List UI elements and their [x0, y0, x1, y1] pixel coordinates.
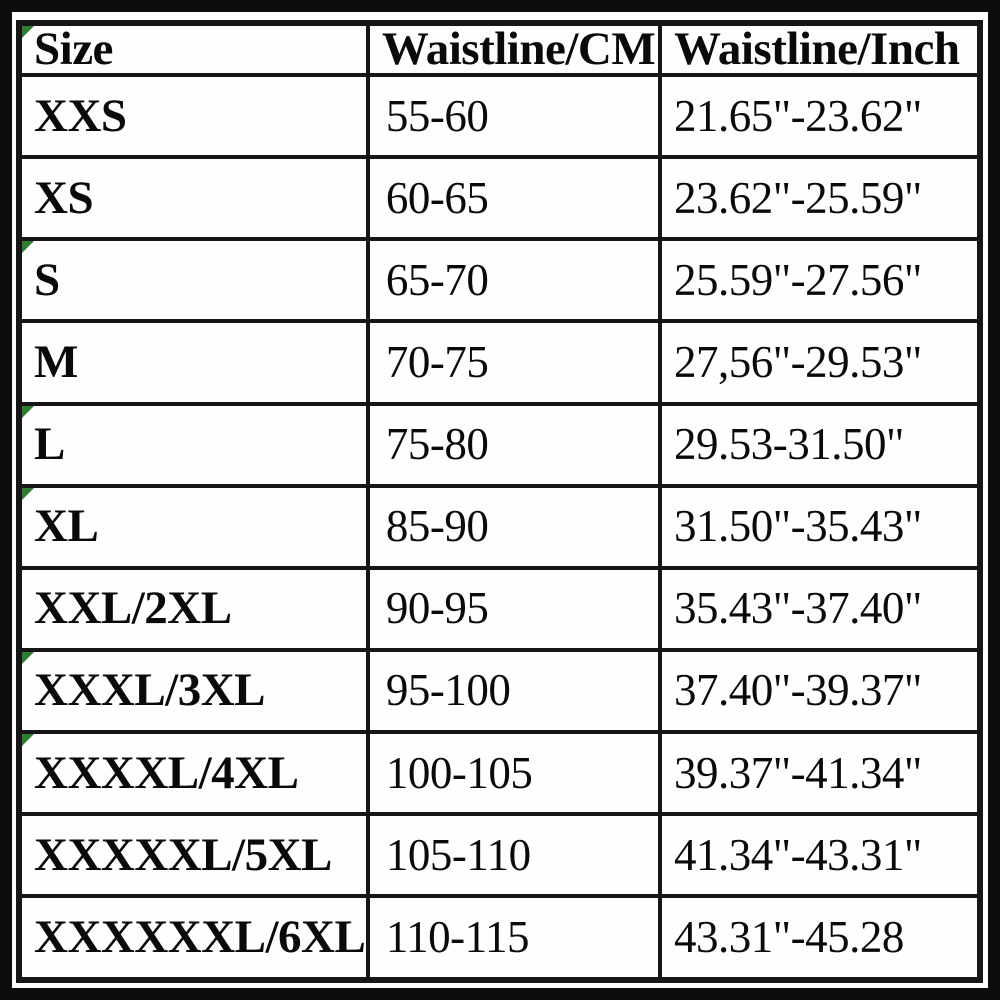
- waistline-cm-cell: 70-75: [365, 319, 662, 406]
- table-row: XXXXXXL/6XL 110-115 43.31"-45.28: [17, 894, 983, 982]
- table-row: XXXXL/4XL 100-105 39.37"-41.34": [17, 729, 983, 817]
- green-corner-icon: [22, 407, 34, 418]
- waistline-cm-cell: 75-80: [365, 401, 662, 488]
- header-waistline-inch-label: Waistline/Inch: [673, 23, 960, 75]
- header-waistline-cm-label: Waistline/CM: [381, 23, 656, 75]
- table-row: XXXL/3XL 95-100 37.40"-39.37": [17, 647, 983, 735]
- table-body: XXS 55-60 21.65"-23.62" XS 60-65: [17, 72, 983, 982]
- waistline-cm-cell: 90-95: [365, 565, 662, 652]
- header-cell-waistline-inch: Waistline/Inch: [657, 21, 983, 77]
- waistline-cm-cell: 60-65: [365, 155, 662, 242]
- waistline-inch-cell: 31.50"-35.43": [657, 483, 983, 570]
- size-value: XXXXXL/5XL: [34, 828, 332, 881]
- waistline-inch-cell: 23.62"-25.59": [657, 155, 983, 242]
- waistline-cm-cell: 95-100: [365, 647, 662, 735]
- waistline-inch-cell: 37.40"-39.37": [657, 647, 983, 735]
- waistline-inch-value: 31.50"-35.43": [673, 501, 922, 552]
- table-row: L 75-80 29.53-31.50": [17, 401, 983, 488]
- size-cell: S: [17, 237, 370, 324]
- table-row: XXS 55-60 21.65"-23.62": [17, 72, 983, 160]
- waistline-cm-cell: 110-115: [365, 894, 662, 982]
- waistline-inch-value: 23.62"-25.59": [673, 172, 922, 223]
- size-value: S: [34, 253, 60, 306]
- waistline-cm-value: 105-110: [385, 829, 531, 880]
- waistline-inch-cell: 43.31"-45.28: [657, 894, 983, 982]
- size-chart-table: Size Waistline/CM Waistline/Inch XXS: [16, 20, 983, 983]
- size-value: XXXXL/4XL: [34, 746, 299, 799]
- size-cell: XXXL/3XL: [17, 647, 370, 735]
- waistline-inch-cell: 29.53-31.50": [657, 401, 983, 488]
- waistline-cm-cell: 65-70: [365, 237, 662, 324]
- size-value: XXL/2XL: [34, 582, 232, 635]
- size-cell: M: [17, 319, 370, 406]
- waistline-cm-value: 100-105: [385, 747, 533, 798]
- waistline-cm-value: 70-75: [385, 336, 489, 387]
- header-size-label: Size: [34, 23, 113, 75]
- size-value: XXXL/3XL: [34, 664, 266, 717]
- waistline-cm-value: 110-115: [385, 912, 530, 963]
- waistline-inch-value: 27,56"-29.53": [673, 336, 922, 387]
- waistline-inch-value: 39.37"-41.34": [673, 747, 922, 798]
- size-value: XXS: [34, 89, 127, 142]
- table-row: XS 60-65 23.62"-25.59": [17, 155, 983, 242]
- size-cell: XXXXL/4XL: [17, 729, 370, 817]
- waistline-inch-value: 29.53-31.50": [673, 419, 904, 470]
- size-cell: XXS: [17, 72, 370, 160]
- waistline-cm-value: 75-80: [385, 419, 489, 470]
- header-cell-size: Size: [17, 21, 370, 77]
- waistline-inch-cell: 21.65"-23.62": [657, 72, 983, 160]
- waistline-inch-value: 35.43"-37.40": [673, 583, 922, 634]
- size-value: L: [34, 418, 65, 471]
- waistline-inch-value: 41.34"-43.31": [673, 829, 922, 880]
- waistline-inch-value: 25.59"-27.56": [673, 254, 922, 305]
- table-row: XXL/2XL 90-95 35.43"-37.40": [17, 565, 983, 652]
- waistline-cm-value: 55-60: [385, 90, 489, 141]
- green-corner-icon: [22, 489, 34, 500]
- header-row: Size Waistline/CM Waistline/Inch: [17, 21, 983, 77]
- size-cell: XXXXXXL/6XL: [17, 894, 370, 982]
- waistline-cm-value: 60-65: [385, 172, 489, 223]
- size-cell: XXL/2XL: [17, 565, 370, 652]
- waistline-cm-cell: 105-110: [365, 812, 662, 899]
- waistline-cm-value: 85-90: [385, 501, 489, 552]
- size-cell: XXXXXL/5XL: [17, 812, 370, 899]
- waistline-inch-cell: 41.34"-43.31": [657, 812, 983, 899]
- green-corner-icon: [22, 27, 34, 38]
- waistline-cm-cell: 55-60: [365, 72, 662, 160]
- size-value: XS: [34, 171, 94, 224]
- waistline-inch-cell: 25.59"-27.56": [657, 237, 983, 324]
- green-corner-icon: [22, 243, 34, 254]
- waistline-inch-cell: 35.43"-37.40": [657, 565, 983, 652]
- waistline-inch-cell: 27,56"-29.53": [657, 319, 983, 406]
- table-header: Size Waistline/CM Waistline/Inch: [17, 21, 983, 77]
- waistline-cm-cell: 100-105: [365, 729, 662, 817]
- size-cell: XS: [17, 155, 370, 242]
- waistline-inch-value: 21.65"-23.62": [673, 90, 922, 141]
- waistline-inch-cell: 39.37"-41.34": [657, 729, 983, 817]
- waistline-cm-value: 95-100: [385, 665, 511, 716]
- waistline-inch-value: 37.40"-39.37": [673, 665, 922, 716]
- size-cell: L: [17, 401, 370, 488]
- table-row: S 65-70 25.59"-27.56": [17, 237, 983, 324]
- size-cell: XL: [17, 483, 370, 570]
- green-corner-icon: [22, 653, 34, 664]
- table-row: XXXXXL/5XL 105-110 41.34"-43.31": [17, 812, 983, 899]
- waistline-cm-value: 65-70: [385, 254, 489, 305]
- size-value: XXXXXXL/6XL: [34, 911, 366, 964]
- size-value: XL: [34, 500, 99, 553]
- waistline-cm-cell: 85-90: [365, 483, 662, 570]
- green-corner-icon: [22, 736, 34, 746]
- table-row: XL 85-90 31.50"-35.43": [17, 483, 983, 570]
- size-value: M: [34, 335, 78, 388]
- table-row: M 70-75 27,56"-29.53": [17, 319, 983, 406]
- waistline-cm-value: 90-95: [385, 583, 489, 634]
- header-cell-waistline-cm: Waistline/CM: [365, 21, 662, 77]
- white-panel: Size Waistline/CM Waistline/Inch XXS: [12, 12, 988, 988]
- waistline-inch-value: 43.31"-45.28: [673, 912, 904, 963]
